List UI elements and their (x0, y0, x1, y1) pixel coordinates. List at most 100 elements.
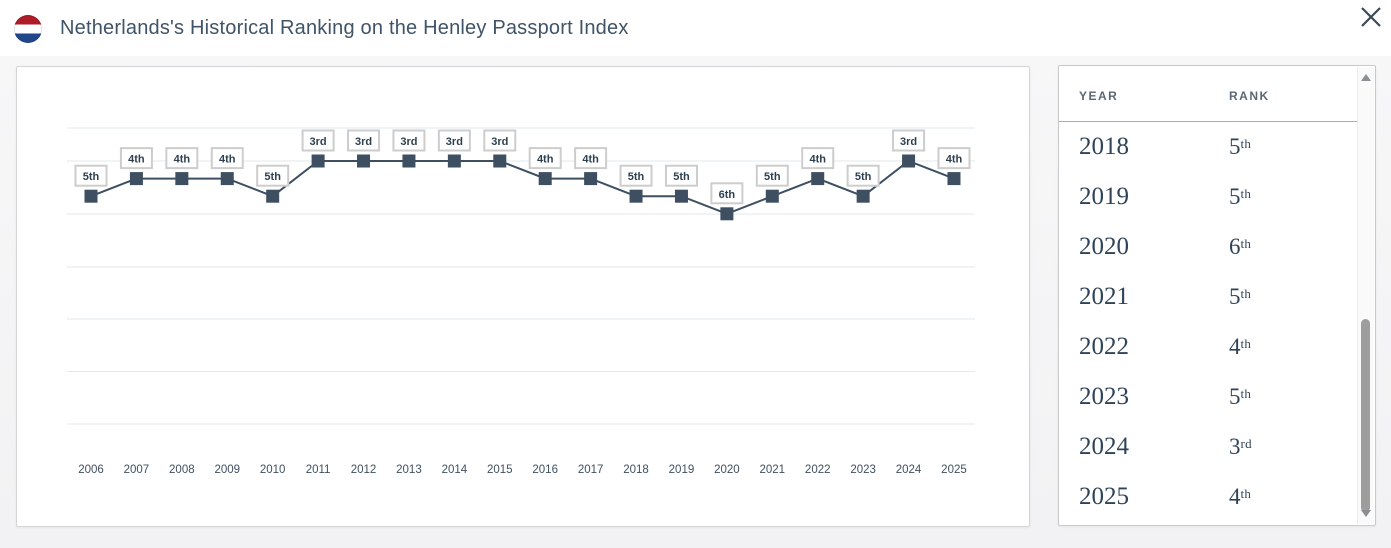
point-label-box (347, 129, 381, 152)
table-row: 2022 4th (1059, 322, 1359, 372)
rank-cell: 5th (1229, 184, 1252, 209)
ranking-chart-card: 5th 2006 4th 2007 4th 2008 4th 2009 5th 2010 3rd 20… (16, 66, 1030, 527)
point-label: 3rd (446, 136, 463, 148)
point-label-box (937, 147, 971, 170)
scroll-down-arrow-icon[interactable] (1361, 510, 1371, 517)
x-axis-label: 2025 (941, 464, 967, 476)
point-label: 4th (174, 154, 191, 166)
year-cell: 2022 (1079, 333, 1129, 360)
x-axis-label: 2010 (260, 464, 286, 476)
point-label-box (437, 129, 471, 152)
data-point (357, 154, 371, 168)
point-label-box (392, 129, 426, 152)
table-row: 2019 5th (1059, 172, 1359, 222)
data-point (629, 189, 643, 203)
year-cell: 2020 (1079, 233, 1129, 260)
x-axis-label: 2017 (578, 464, 604, 476)
column-header-rank: RANK (1229, 89, 1270, 103)
rank-cell: 6th (1229, 234, 1252, 259)
x-axis-label: 2014 (442, 464, 468, 476)
point-label: 4th (946, 154, 963, 166)
x-axis-label: 2021 (760, 464, 786, 476)
point-label: 6th (719, 189, 736, 201)
point-label: 4th (582, 154, 599, 166)
point-label-box (256, 164, 290, 187)
point-label-box (210, 147, 244, 170)
point-label-box (892, 129, 926, 152)
x-axis-label: 2024 (896, 464, 922, 476)
x-axis-label: 2007 (124, 464, 150, 476)
x-axis-label: 2016 (532, 464, 558, 476)
year-cell: 2019 (1079, 183, 1129, 210)
dialog-header: Netherlands's Historical Ranking on the … (0, 0, 1391, 56)
scrollbar-thumb[interactable] (1361, 319, 1370, 512)
data-point (947, 172, 961, 186)
point-label: 3rd (310, 136, 327, 148)
x-axis-label: 2022 (805, 464, 831, 476)
point-label-box (755, 164, 789, 187)
point-label-box (74, 164, 108, 187)
data-point (902, 154, 916, 168)
table-row: 2018 5th (1059, 122, 1359, 172)
rank-cell: 5th (1229, 384, 1252, 409)
point-label-box (165, 147, 199, 170)
data-point (311, 154, 325, 168)
point-label-box (119, 147, 153, 170)
data-point (720, 207, 734, 221)
table-row: 2024 3rd (1059, 422, 1359, 472)
point-label-box (801, 147, 835, 170)
point-label-box (301, 129, 335, 152)
point-label: 3rd (491, 136, 508, 148)
x-axis-label: 2008 (169, 464, 195, 476)
data-point (84, 189, 98, 203)
point-label: 4th (219, 154, 236, 166)
point-label-box (664, 164, 698, 187)
table-row: 2021 5th (1059, 272, 1359, 322)
point-label: 5th (673, 171, 690, 183)
rank-cell: 4th (1229, 484, 1252, 509)
data-point (129, 172, 143, 186)
close-icon (1361, 7, 1381, 27)
netherlands-flag-icon (14, 15, 42, 43)
x-axis-label: 2011 (306, 464, 331, 476)
data-point (584, 172, 598, 186)
year-cell: 2025 (1079, 483, 1129, 510)
scroll-up-arrow-icon[interactable] (1361, 74, 1371, 81)
table-scrollbar[interactable] (1357, 67, 1374, 524)
data-point (447, 154, 461, 168)
point-label: 5th (855, 171, 872, 183)
year-cell: 2021 (1079, 283, 1129, 310)
point-label: 5th (764, 171, 781, 183)
point-label: 4th (537, 154, 554, 166)
dialog-title: Netherlands's Historical Ranking on the … (60, 17, 629, 39)
data-point (402, 154, 416, 168)
point-label: 5th (83, 171, 100, 183)
point-label: 4th (809, 154, 826, 166)
table-header: YEAR RANK (1059, 66, 1359, 121)
x-axis-label: 2018 (623, 464, 649, 476)
rank-cell: 5th (1229, 284, 1252, 309)
point-label: 5th (264, 171, 281, 183)
table-row: 2020 6th (1059, 222, 1359, 272)
data-point (674, 189, 688, 203)
data-point (856, 189, 870, 203)
close-button[interactable] (1357, 3, 1385, 31)
data-point (811, 172, 825, 186)
table-header-divider (1059, 121, 1357, 122)
data-point (266, 189, 280, 203)
point-label-box (846, 164, 880, 187)
rank-line (90, 159, 955, 215)
x-axis-label: 2012 (351, 464, 377, 476)
point-label-box (483, 129, 517, 152)
point-label-box (528, 147, 562, 170)
x-axis-label: 2023 (850, 464, 876, 476)
table-row: 2025 4th (1059, 472, 1359, 522)
point-label: 3rd (900, 136, 917, 148)
ranking-line-chart: 5th 2006 4th 2007 4th 2008 4th 2009 5th 2010 3rd 20… (67, 127, 975, 476)
table-row: 2023 5th (1059, 372, 1359, 422)
table-body: 2018 5th 2019 5th 2020 6th 2021 5th 2022… (1059, 122, 1359, 525)
x-axis-label: 2006 (78, 464, 104, 476)
rank-cell: 5th (1229, 134, 1252, 159)
ranking-table-card: YEAR RANK 2018 5th 2019 5th 2020 6th 202… (1058, 65, 1376, 526)
point-label-box (619, 164, 653, 187)
